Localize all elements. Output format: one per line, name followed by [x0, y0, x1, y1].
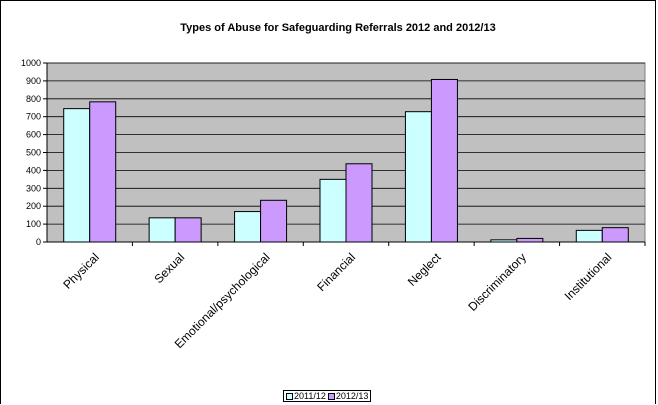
- x-tick-label: Financial: [314, 250, 358, 294]
- legend-label: 2012/13: [335, 391, 369, 401]
- bar-2011-12-discriminatory: [490, 239, 518, 243]
- bar-2011-12-emotional-psychological: [234, 211, 262, 243]
- bar-2012-13-neglect: [430, 78, 458, 243]
- bar-2011-12-sexual: [148, 217, 176, 243]
- x-tick-label: Neglect: [405, 250, 444, 289]
- bar-2011-12-institutional: [575, 229, 603, 243]
- y-tick-label: 600: [26, 130, 41, 140]
- x-tick-label: Discriminatory: [465, 250, 529, 314]
- bar-2011-12-neglect: [404, 111, 432, 243]
- legend: 2011/12 2012/13: [283, 390, 372, 402]
- y-tick-label: 200: [26, 201, 41, 211]
- y-tick-label: 900: [26, 76, 41, 86]
- y-tick-label: 100: [26, 219, 41, 229]
- y-tick-label: 300: [26, 183, 41, 193]
- bar-2012-13-financial: [345, 163, 373, 243]
- bar-2012-13-institutional: [601, 227, 629, 243]
- y-tick-label: 700: [26, 112, 41, 122]
- bar-2012-13-discriminatory: [516, 237, 544, 243]
- bar-2011-12-physical: [63, 108, 91, 243]
- chart-title: Types of Abuse for Safeguarding Referral…: [180, 22, 495, 34]
- y-tick-label: 800: [26, 94, 41, 104]
- x-tick-label: Sexual: [151, 250, 187, 286]
- y-tick-label: 500: [26, 148, 41, 158]
- legend-swatch: [286, 392, 293, 400]
- legend-item: 2012/13: [327, 391, 369, 401]
- y-tick-label: 400: [26, 165, 41, 175]
- x-tick-label: Institutional: [562, 250, 615, 303]
- y-tick-label: 1000: [21, 58, 41, 68]
- legend-label: 2011/12: [294, 391, 326, 401]
- plot-area: 0 100 200 300 400 500 600 700 800 900 1000 Physical…: [21, 58, 646, 351]
- bar-2012-13-emotional-psychological: [260, 199, 288, 243]
- legend-item: 2011/12: [286, 391, 326, 401]
- bar-2012-13-physical: [89, 101, 117, 243]
- bar-2011-12-financial: [319, 178, 347, 243]
- y-tick-label: 0: [36, 237, 41, 247]
- x-tick-label: Emotional/psychological: [172, 250, 273, 351]
- legend-swatch: [327, 392, 335, 400]
- x-tick-label: Physical: [60, 250, 101, 291]
- bar-2012-13-sexual: [174, 217, 202, 243]
